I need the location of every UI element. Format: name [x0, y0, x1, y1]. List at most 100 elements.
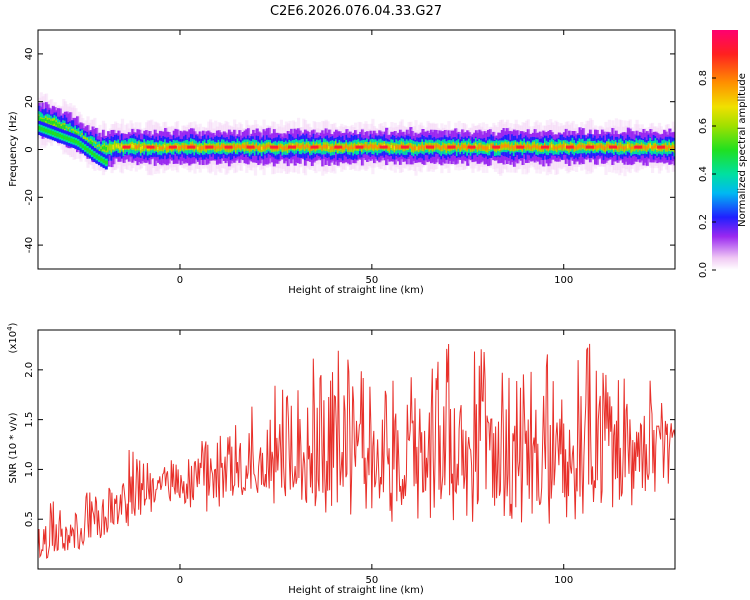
ridge-cell	[198, 146, 202, 150]
ridge-cell	[509, 146, 513, 150]
ridge-cell	[63, 124, 68, 129]
ridge-peak	[516, 145, 525, 149]
ridge-cell	[649, 143, 653, 148]
chart-title: C2E6.2026.076.04.33.G27	[270, 4, 442, 19]
ridge-cell	[101, 146, 106, 150]
ridge-cell	[348, 146, 352, 150]
ridge-cell	[234, 146, 239, 150]
ridge-cell	[264, 145, 268, 150]
ridge-cell	[200, 146, 204, 151]
ridge-peak	[334, 145, 343, 149]
ridge-cell	[602, 145, 606, 150]
bottom-y-tick-label: 1.5	[24, 412, 35, 428]
ridge-cell	[480, 145, 484, 149]
ridge-cell	[195, 144, 199, 149]
ridge-cell	[464, 144, 468, 149]
branch-cell	[91, 151, 94, 156]
ridge-cell	[390, 144, 394, 148]
ridge-cell	[324, 144, 328, 149]
ridge-cell	[483, 146, 487, 150]
ridge-cell	[623, 146, 627, 151]
ridge-cell	[668, 145, 672, 149]
ridge-cell	[181, 145, 185, 149]
ridge-peak	[379, 145, 388, 149]
ridge-cell	[53, 120, 57, 124]
ridge-cell	[202, 146, 206, 150]
branch-cell	[74, 139, 78, 144]
ridge-cell	[326, 144, 330, 149]
ridge-cell	[421, 144, 425, 149]
ridge-cell	[305, 144, 309, 148]
ridge-cell	[284, 145, 289, 150]
ridge-cell	[528, 145, 532, 149]
ridge-cell	[619, 144, 624, 149]
colorbar-tick-label: 0.6	[698, 118, 709, 134]
branch-cell	[56, 133, 60, 137]
ridge-cell	[578, 143, 582, 148]
ridge-cell	[530, 146, 534, 150]
ridge-cell	[329, 146, 333, 151]
top-x-tick-label: 100	[554, 275, 573, 286]
ridge-cell	[303, 146, 308, 149]
ridge-cell	[573, 145, 577, 150]
branch-cell	[104, 160, 108, 165]
ridge-cell	[445, 146, 449, 151]
ridge-cell	[443, 144, 447, 149]
ridge-cell	[556, 146, 560, 150]
branch-cell	[65, 136, 69, 141]
branch-cell	[70, 138, 74, 142]
ridge-cell	[481, 145, 485, 150]
ridge-cell	[300, 145, 304, 149]
ridge-cell	[535, 145, 539, 149]
ridge-cell	[504, 143, 508, 148]
ridge-cell	[537, 145, 541, 149]
ridge-cell	[373, 144, 377, 149]
ridge-cell	[307, 145, 311, 148]
y-multiplier-label: (x104)	[6, 322, 19, 353]
ridge-cell	[581, 144, 586, 148]
ridge-cell	[153, 146, 157, 150]
branch-cell	[88, 149, 92, 154]
branch-cell	[54, 132, 58, 136]
ridge-cell	[105, 147, 109, 151]
ridge-cell	[512, 146, 517, 151]
ridge-cell	[38, 116, 42, 121]
ridge-cell	[103, 145, 107, 150]
colorbar-tick-label: 0.8	[698, 70, 709, 86]
ridge-cell	[240, 145, 244, 150]
ridge-cell	[231, 146, 235, 149]
ridge-peak	[447, 145, 456, 149]
ridge-cell	[117, 144, 121, 148]
ridge-cell	[502, 144, 506, 148]
bottom-y-axis-title: SNR (10 * v/v)	[8, 412, 19, 483]
ridge-cell	[523, 144, 527, 148]
ridge-cell	[222, 144, 226, 149]
ridge-cell	[411, 145, 415, 150]
ridge-cell	[298, 145, 302, 149]
ridge-cell	[69, 128, 73, 133]
ridge-cell	[628, 144, 632, 148]
ridge-cell	[533, 144, 537, 148]
ridge-cell	[55, 122, 59, 126]
ridge-peak	[492, 145, 501, 149]
snr-panel: 0.5 1.0 1.5 2.0 0 50 100 SNR (10 * v/v) (x104…	[6, 322, 676, 596]
branch-cell	[51, 131, 55, 135]
ridge-cell	[321, 146, 325, 151]
branch-cell	[40, 126, 44, 131]
ridge-peak	[224, 145, 233, 149]
ridge-cell	[398, 145, 403, 150]
ridge-cell	[347, 146, 351, 151]
branch-cell	[44, 128, 48, 133]
ridge-cell	[143, 145, 147, 149]
ridge-cell	[98, 146, 102, 150]
spectral-ridge	[38, 92, 675, 177]
ridge-cell	[72, 130, 76, 135]
ridge-cell	[164, 144, 168, 148]
ridge-cell	[86, 140, 90, 144]
ridge-cell	[625, 145, 629, 150]
bottom-y-ticks: 0.5 1.0 1.5 2.0	[24, 362, 675, 527]
ridge-cell	[212, 145, 216, 148]
ridge-cell	[386, 145, 390, 149]
ridge-cell	[141, 145, 145, 149]
